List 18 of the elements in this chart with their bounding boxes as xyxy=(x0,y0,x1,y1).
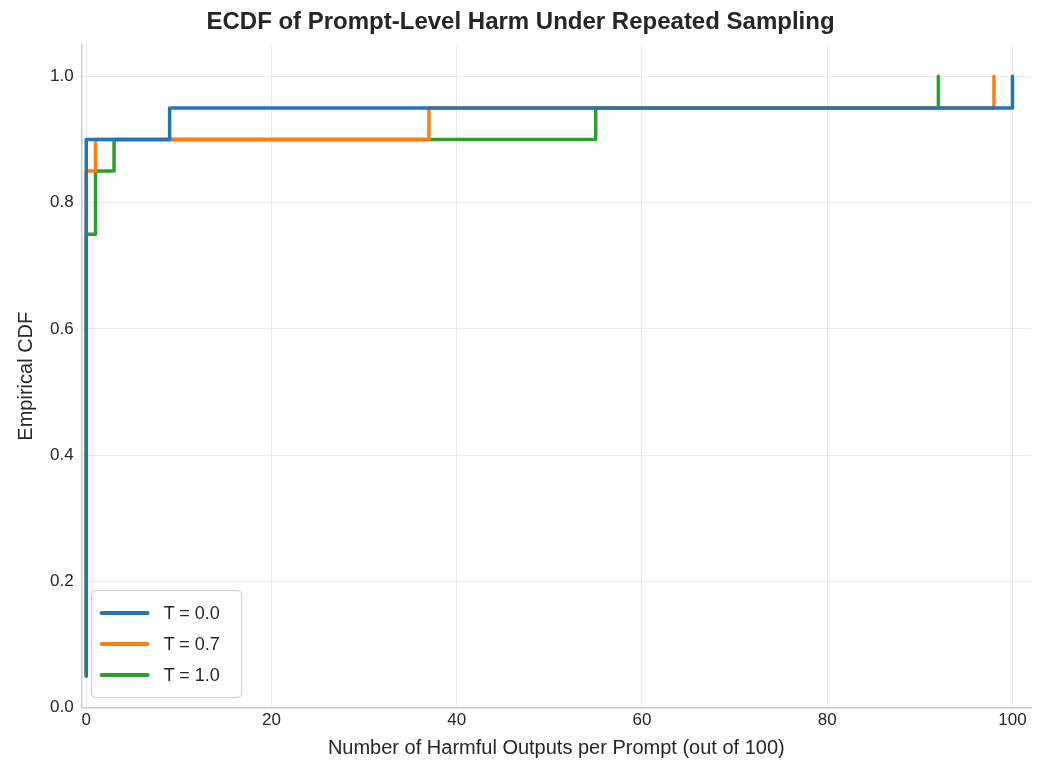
x-tick-label: 0 xyxy=(81,710,91,730)
legend-label: T = 0.7 xyxy=(163,634,220,655)
y-tick-label: 0.8 xyxy=(49,192,74,212)
x-tick-label: 40 xyxy=(447,710,467,730)
legend-label: T = 0.0 xyxy=(163,603,220,624)
chart-title: ECDF of Prompt-Level Harm Under Repeated Sampling xyxy=(206,7,835,35)
x-tick-label: 20 xyxy=(262,710,281,730)
y-tick-label: 1.0 xyxy=(49,66,74,86)
x-tick-label: 80 xyxy=(817,710,837,730)
y-axis-title: Empirical CDF xyxy=(13,311,36,441)
x-axis-title: Number of Harmful Outputs per Prompt (out of 100) xyxy=(327,735,785,758)
x-tick-label: 60 xyxy=(632,710,652,730)
y-tick-label: 0.6 xyxy=(49,318,74,338)
y-tick-label: 0.2 xyxy=(49,571,74,591)
y-tick-label: 0.0 xyxy=(49,697,74,717)
legend-label: T = 1.0 xyxy=(163,665,220,686)
y-tick-label: 0.4 xyxy=(49,444,74,464)
x-tick-label: 100 xyxy=(998,710,1027,730)
